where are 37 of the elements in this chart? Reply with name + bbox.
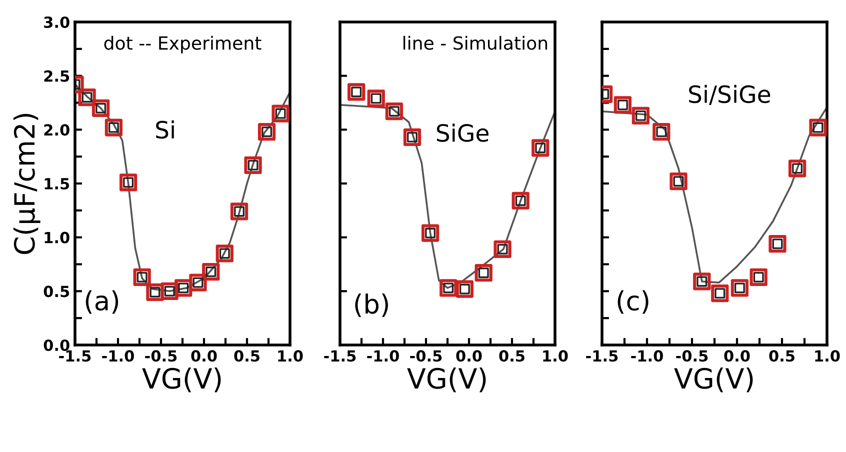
x-tick-label: -0.5 xyxy=(145,350,177,362)
y-tick-label: 0.5 xyxy=(44,286,70,298)
y-axis-title: C(μF/cm2) xyxy=(13,114,40,254)
x-tick-label: -0.5 xyxy=(676,350,708,362)
x-tick-label: 0.5 xyxy=(499,350,524,362)
x-tick-label: 0.5 xyxy=(234,350,260,362)
y-tick-label: 2.5 xyxy=(44,70,70,82)
y-tick-label: 2.0 xyxy=(44,124,70,136)
x-tick-label: 0.5 xyxy=(769,350,794,362)
x-tick-label: -1.5 xyxy=(59,350,91,362)
annotation: Si/SiGe xyxy=(689,84,770,105)
annotation: (a) xyxy=(86,290,118,314)
x-tick-label: 1.0 xyxy=(278,350,303,362)
annotation: (b) xyxy=(355,293,388,317)
x-axis-title: VG(V) xyxy=(674,367,753,392)
y-tick-label: 1.5 xyxy=(44,178,70,190)
annotation: (c) xyxy=(618,290,648,314)
x-tick-label: 0.0 xyxy=(191,350,217,362)
y-tick-label: 0.0 xyxy=(44,339,70,352)
x-tick-label: 1.0 xyxy=(543,350,568,362)
annotation: dot -- Experiment xyxy=(104,36,262,54)
annotation: SiGe xyxy=(436,124,488,142)
y-tick-label: 1.0 xyxy=(44,232,70,244)
annotation: line - Simulation xyxy=(404,36,548,50)
x-tick-label: -1.5 xyxy=(324,350,356,362)
x-tick-label: -1.5 xyxy=(586,350,618,362)
x-axis-title: VG(V) xyxy=(142,367,221,392)
annotation: Si xyxy=(156,120,174,139)
x-tick-label: -1.0 xyxy=(102,350,134,362)
x-axis-title: VG(V) xyxy=(407,367,486,392)
x-tick-label: -0.5 xyxy=(410,350,442,362)
x-tick-label: 1.0 xyxy=(815,350,840,362)
y-tick-label: 3.0 xyxy=(44,16,70,28)
x-tick-label: -1.0 xyxy=(631,350,663,362)
x-tick-label: 0.0 xyxy=(456,350,482,362)
x-tick-label: 0.0 xyxy=(724,350,750,362)
x-tick-label: -1.0 xyxy=(367,350,399,362)
